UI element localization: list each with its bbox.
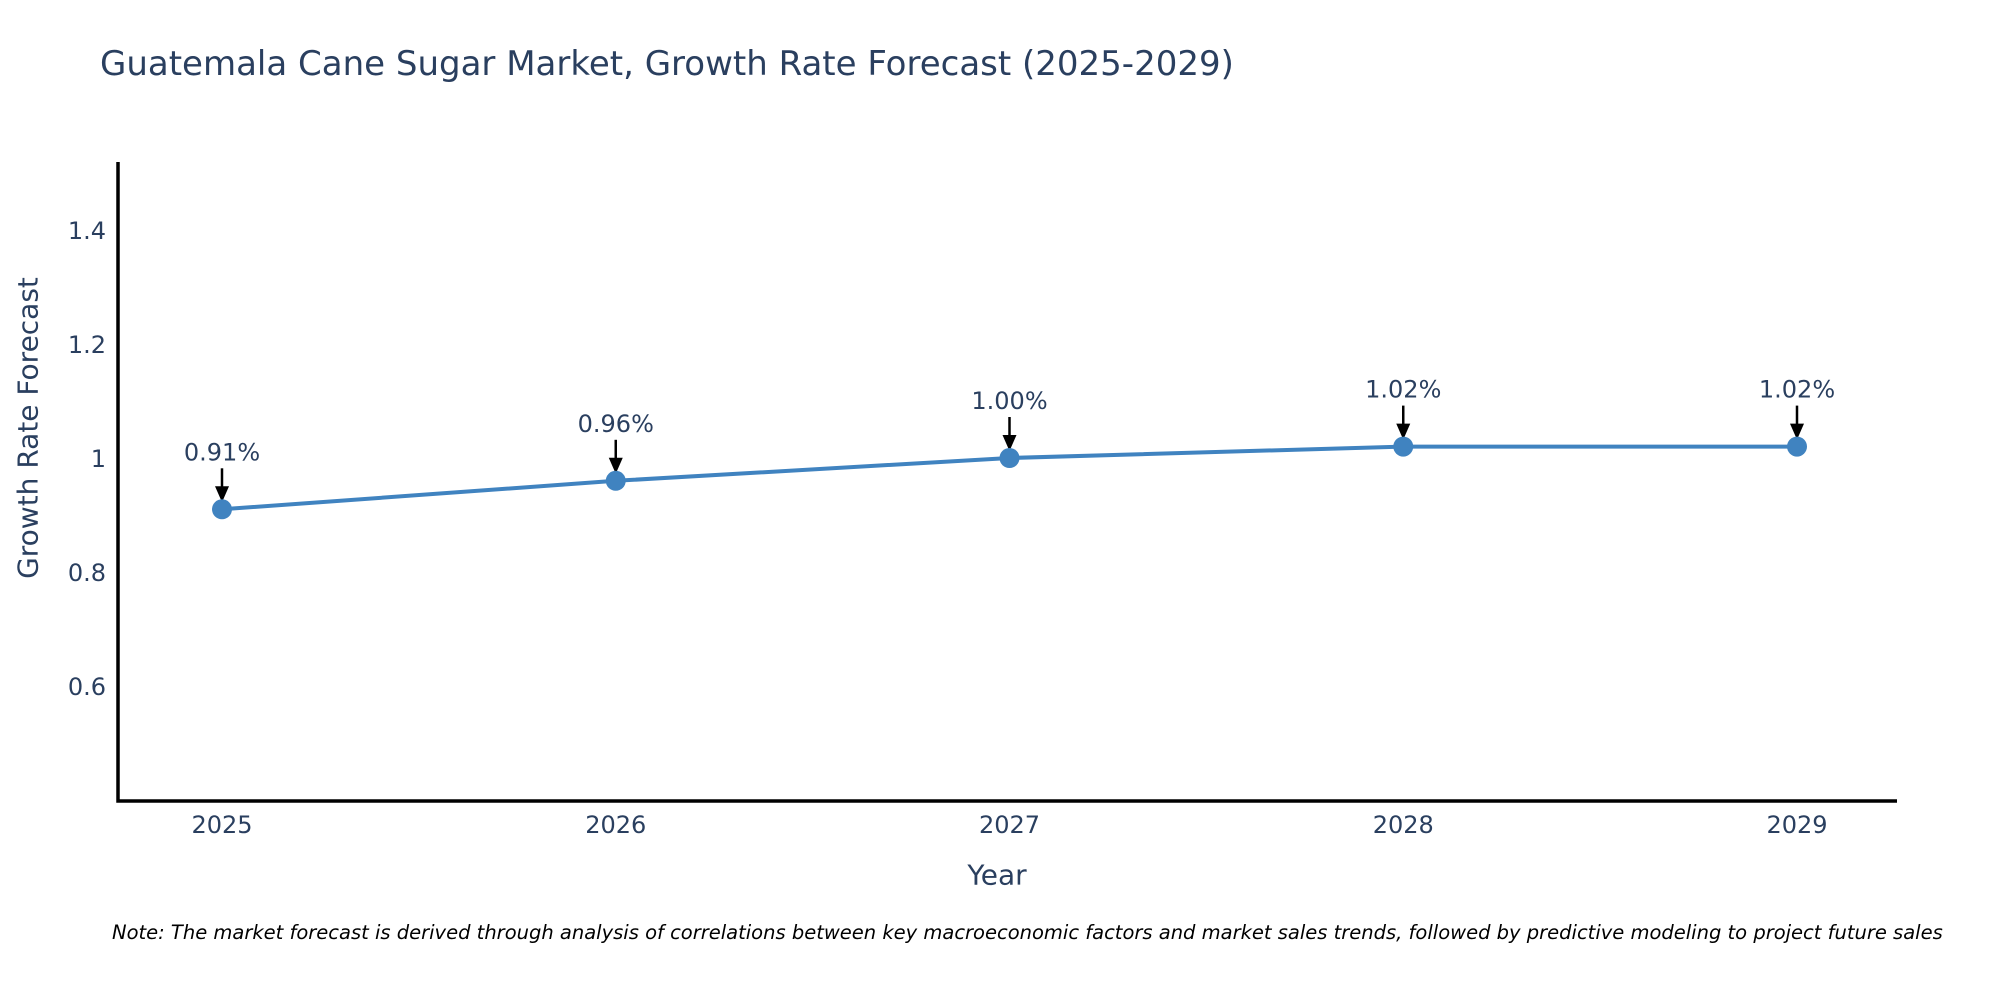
annotation-arrowhead (1790, 423, 1804, 440)
y-tick-label: 1.4 (68, 217, 106, 245)
x-tick-label: 2025 (191, 811, 252, 839)
x-axis-title: Year (967, 858, 1027, 892)
y-tick-label: 0.8 (68, 559, 106, 587)
axis-lines (116, 162, 1897, 803)
point-annotation-label: 1.00% (971, 387, 1047, 415)
annotation-arrowhead (1002, 435, 1017, 451)
data-point-marker[interactable] (1787, 436, 1807, 457)
x-tick-label: 2026 (585, 811, 646, 839)
y-tick-label: 0.6 (68, 673, 106, 701)
data-point-marker[interactable] (605, 470, 626, 491)
x-tick-label: 2029 (1766, 811, 1827, 839)
point-annotation-label: 0.96% (578, 410, 654, 438)
x-tick-label: 2028 (1373, 811, 1434, 839)
point-annotation-label: 1.02% (1759, 376, 1835, 404)
point-annotation-label: 0.91% (184, 438, 260, 466)
data-point-marker[interactable] (1393, 436, 1414, 457)
y-tick-label: 1 (91, 445, 106, 473)
x-tick-label: 2027 (979, 811, 1040, 839)
chart-title: Guatemala Cane Sugar Market, Growth Rate… (100, 44, 1234, 84)
point-annotation-label: 1.02% (1365, 376, 1441, 404)
data-point-marker[interactable] (999, 448, 1020, 468)
footnote: Note: The market forecast is derived thr… (112, 921, 1943, 944)
annotation-arrowhead (215, 486, 229, 503)
annotation-arrowhead (1396, 423, 1411, 440)
y-tick-label: 1.2 (68, 331, 106, 359)
annotation-arrowhead (608, 457, 623, 474)
data-point-marker[interactable] (212, 499, 232, 520)
